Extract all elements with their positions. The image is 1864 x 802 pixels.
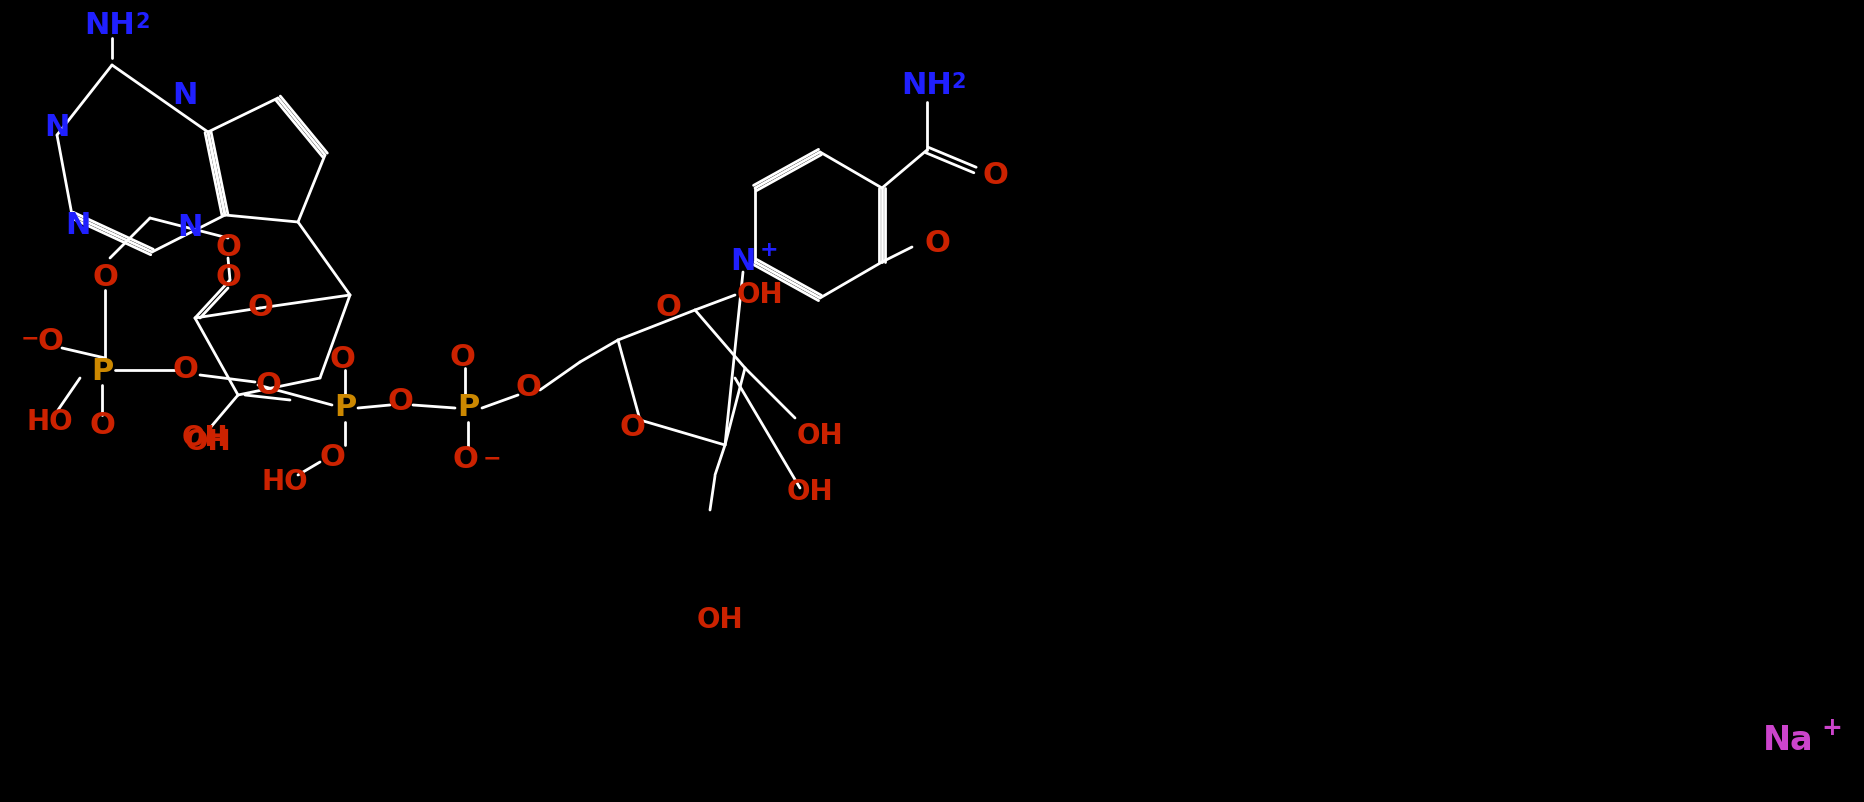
Text: +: +: [761, 240, 779, 260]
Text: O: O: [214, 233, 240, 262]
Text: O: O: [330, 346, 354, 375]
Text: O: O: [654, 294, 680, 322]
Text: N: N: [177, 213, 203, 242]
Text: −: −: [21, 328, 39, 348]
Text: O: O: [214, 264, 240, 293]
Text: NH: NH: [84, 10, 136, 39]
Text: Na: Na: [1763, 723, 1814, 756]
Text: HO: HO: [26, 408, 73, 436]
Text: O: O: [255, 371, 281, 399]
Text: N: N: [171, 80, 198, 110]
Text: N: N: [731, 248, 755, 277]
Text: P: P: [457, 394, 479, 423]
Text: N: N: [45, 114, 69, 143]
Text: +: +: [1821, 716, 1842, 740]
Text: OH: OH: [185, 428, 231, 456]
Text: P: P: [91, 358, 114, 387]
Text: O: O: [449, 343, 475, 372]
Text: P: P: [334, 394, 356, 423]
Text: O: O: [248, 294, 272, 322]
Text: O: O: [982, 160, 1008, 189]
Text: O: O: [319, 444, 345, 472]
Text: O: O: [619, 414, 645, 443]
Text: OH: OH: [181, 424, 227, 452]
Text: O: O: [89, 411, 116, 439]
Text: HO: HO: [261, 468, 308, 496]
Text: OH: OH: [796, 422, 843, 450]
Text: OH: OH: [697, 606, 744, 634]
Text: O: O: [37, 327, 63, 357]
Text: O: O: [388, 387, 414, 416]
Text: O: O: [453, 445, 477, 475]
Text: 2: 2: [136, 12, 151, 32]
Text: N: N: [65, 210, 91, 240]
Text: −: −: [483, 448, 501, 468]
Text: OH: OH: [787, 478, 833, 506]
Text: O: O: [91, 264, 117, 293]
Text: O: O: [925, 229, 951, 258]
Text: 2: 2: [953, 72, 966, 92]
Text: O: O: [171, 355, 198, 384]
Text: NH: NH: [902, 71, 953, 99]
Text: O: O: [514, 374, 541, 403]
Text: OH: OH: [736, 281, 783, 309]
